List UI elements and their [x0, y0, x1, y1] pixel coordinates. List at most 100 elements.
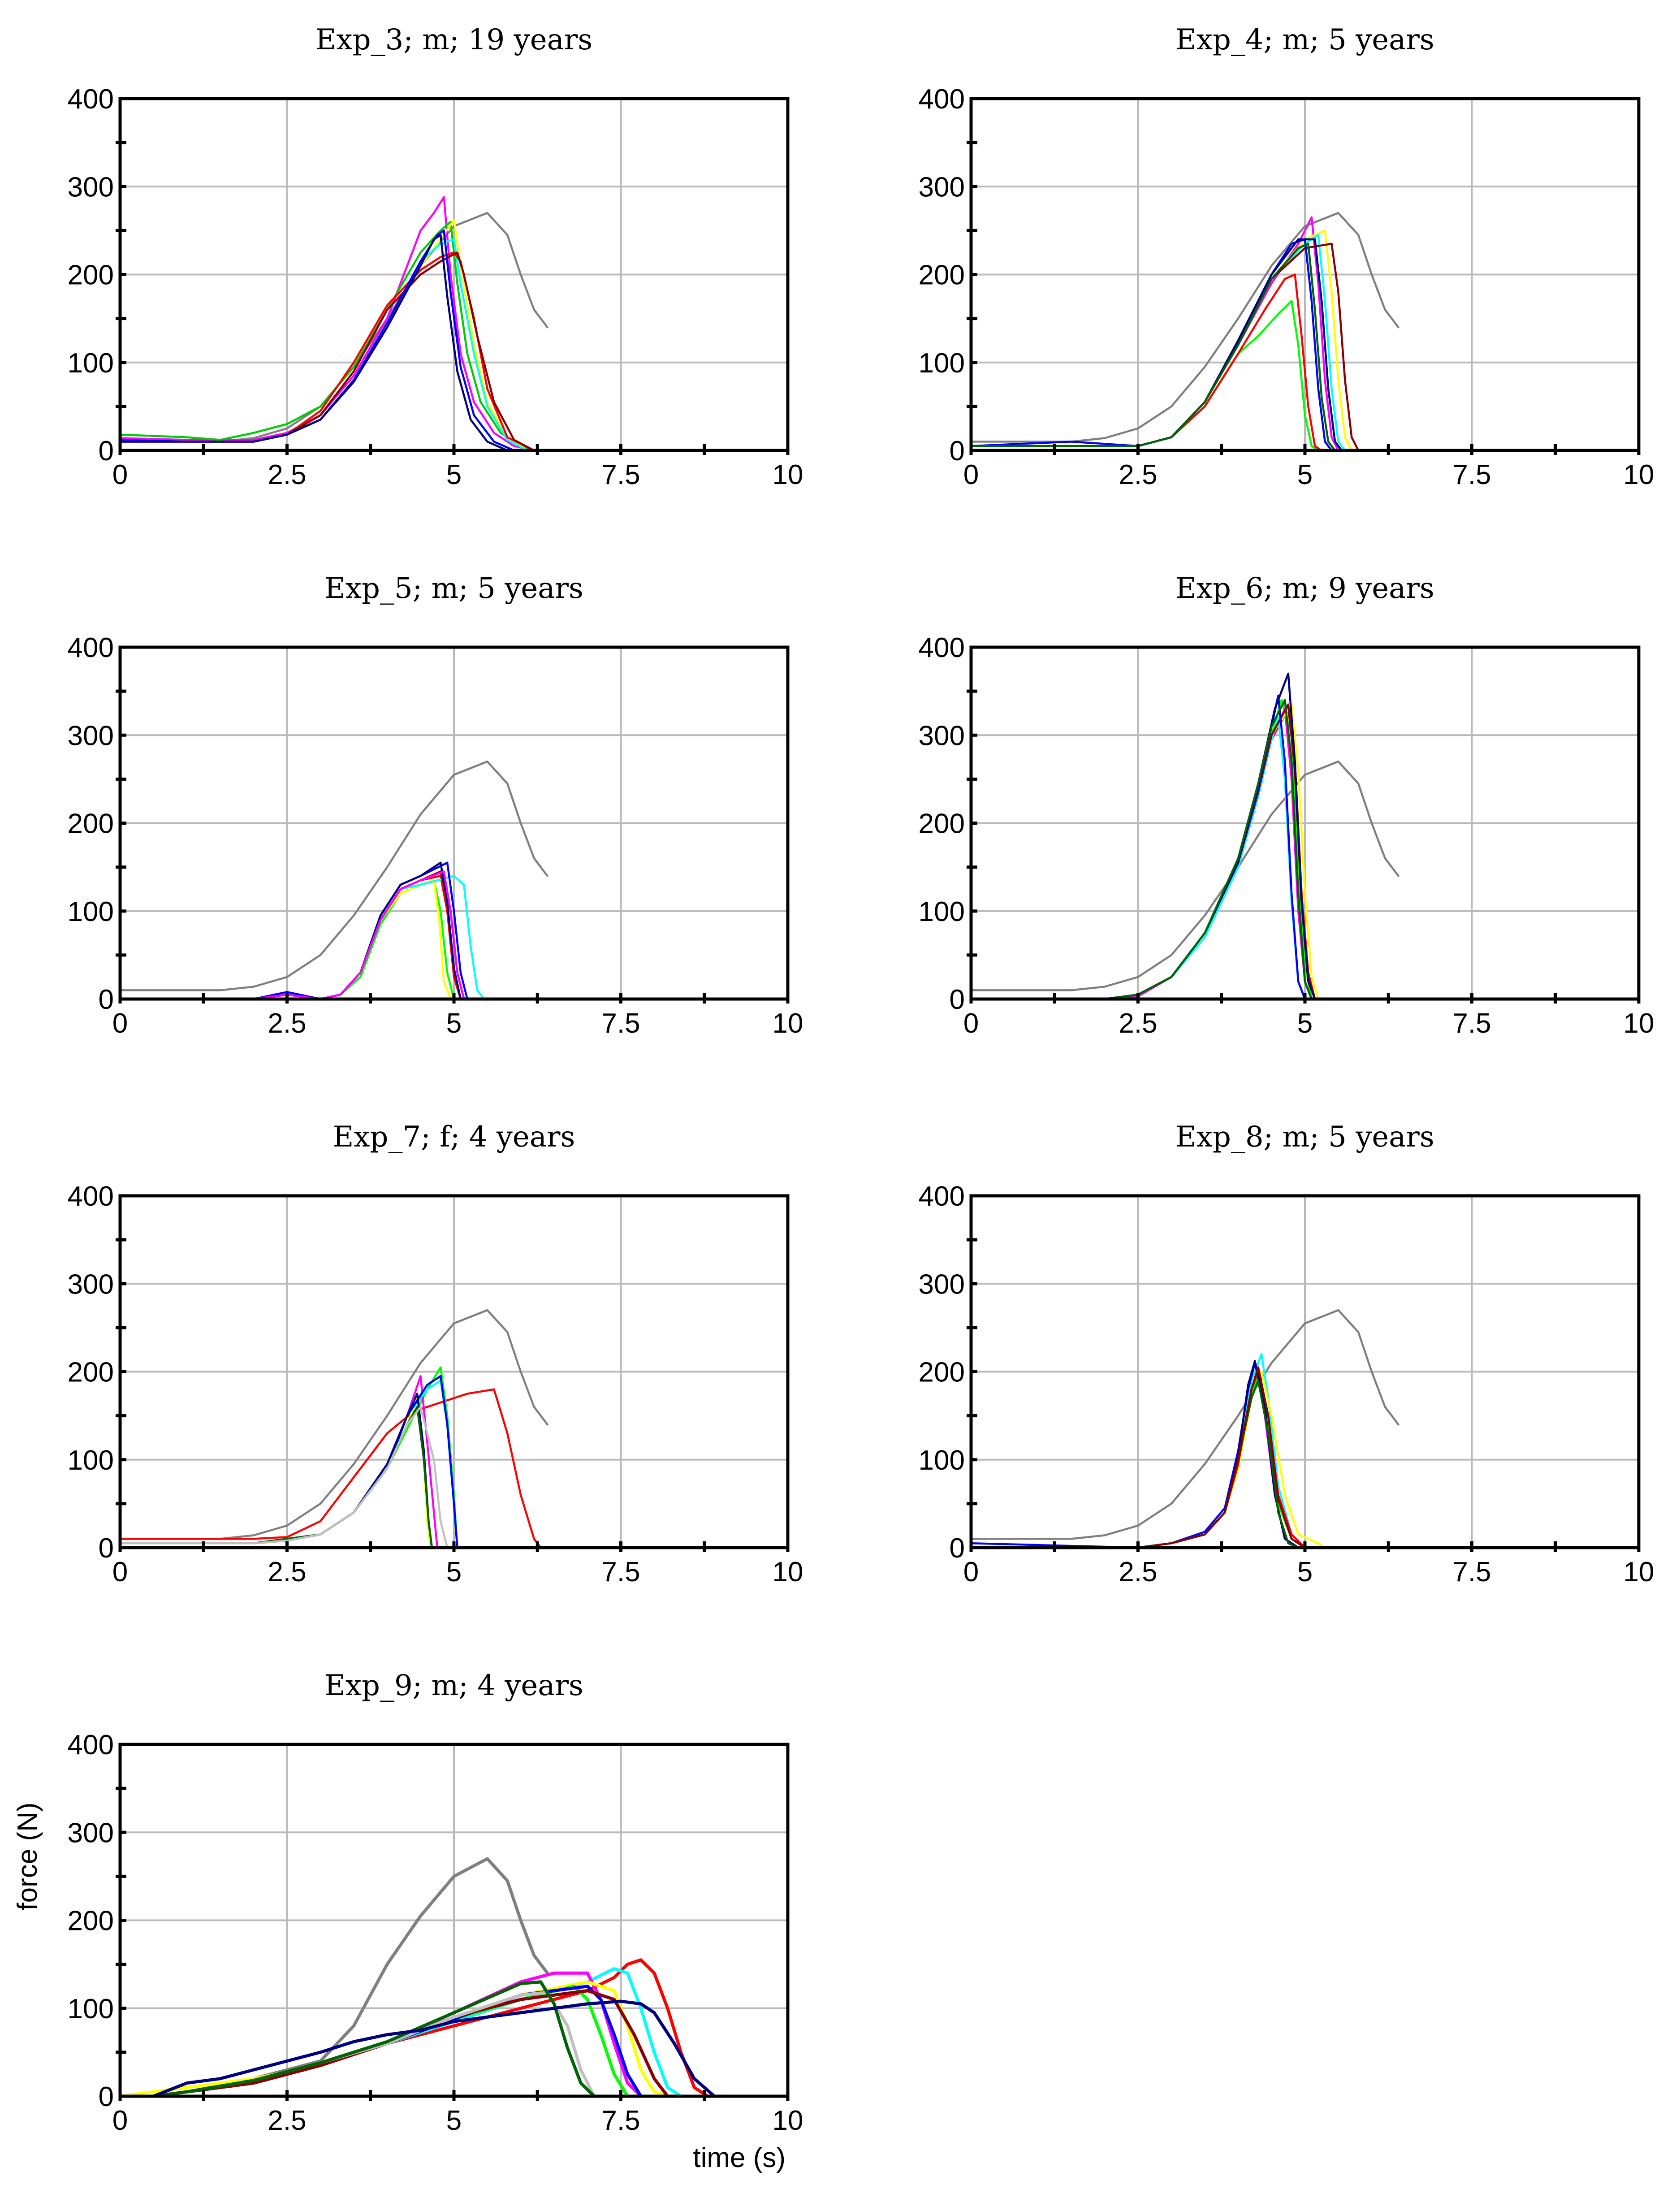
y-tick-label: 100	[68, 348, 114, 379]
series-group	[120, 1309, 548, 1548]
x-tick-label: 7.5	[601, 459, 640, 490]
y-tick-label: 100	[68, 896, 114, 927]
y-tick-label: 400	[68, 632, 114, 663]
x-tick-label: 2.5	[1119, 1557, 1157, 1588]
chart-panel: Exp_7; f; 4 years 0 100 200 300 400 0 2.5 5 7.5 10	[68, 1120, 803, 1588]
series-group	[971, 212, 1399, 450]
y-tick-label: 300	[68, 1817, 114, 1848]
x-tick-label: 2.5	[1119, 459, 1157, 490]
series-line-trial-5	[971, 234, 1346, 450]
y-tick-label: 100	[919, 896, 965, 927]
y-tick-label: 400	[68, 84, 114, 115]
series-group	[971, 672, 1399, 999]
x-tick-label: 5	[1297, 1008, 1313, 1039]
x-tick-label: 10	[1624, 1008, 1654, 1039]
panel-title: Exp_4; m; 5 years	[1175, 23, 1434, 56]
x-tick-label: 7.5	[601, 1557, 640, 1588]
x-tick-label: 5	[446, 459, 462, 490]
y-tick-label: 200	[919, 1357, 965, 1388]
y-tick-label: 100	[68, 1994, 114, 2025]
y-tick-label: 0	[950, 1533, 965, 1564]
x-tick-label: 5	[446, 1557, 462, 1588]
x-tick-label: 0	[963, 459, 979, 490]
x-tick-label: 0	[112, 2105, 128, 2136]
series-line-trial-5	[120, 1985, 629, 2096]
x-tick-label: 0	[112, 1557, 128, 1588]
x-tick-label: 7.5	[1452, 1008, 1491, 1039]
y-tick-label: 100	[919, 1445, 965, 1476]
x-tick-label: 2.5	[268, 1557, 306, 1588]
panel-title: Exp_8; m; 5 years	[1175, 1120, 1434, 1154]
series-line-trial-9	[120, 1406, 449, 1548]
y-tick-label: 300	[68, 1269, 114, 1300]
series-line-trial-8	[971, 238, 1343, 450]
x-tick-label: 0	[963, 1008, 979, 1039]
series-line-trial-9	[120, 1980, 596, 2096]
series-group	[120, 1857, 716, 2096]
x-tick-label: 5	[446, 1008, 462, 1039]
y-tick-label: 200	[919, 260, 965, 291]
y-tick-label: 0	[950, 436, 965, 467]
y-tick-label: 200	[68, 260, 114, 291]
y-tick-label: 200	[68, 1357, 114, 1388]
series-group	[120, 760, 548, 999]
x-tick-label: 5	[446, 2105, 462, 2136]
series-line-trial-2	[971, 708, 1316, 999]
y-tick-label: 0	[99, 984, 114, 1015]
x-tick-label: 7.5	[1452, 459, 1491, 490]
x-axis-label: time (s)	[693, 2142, 786, 2173]
x-tick-label: 0	[112, 459, 128, 490]
series-line-trial-8	[120, 234, 509, 450]
series-line-trial-6	[971, 703, 1316, 999]
series-line-trial-4	[971, 229, 1353, 450]
x-tick-label: 0	[963, 1557, 979, 1588]
y-tick-label: 300	[919, 720, 965, 751]
y-axis-label: force (N)	[12, 1802, 43, 1910]
series-line-trial-5	[120, 1379, 458, 1548]
y-tick-label: 300	[919, 1269, 965, 1300]
series-line-trial-6	[120, 1375, 458, 1548]
y-tick-label: 0	[99, 2081, 114, 2112]
series-group	[971, 1309, 1399, 1548]
series-line-trial-8	[120, 1406, 433, 1548]
series-line-trial-3	[971, 708, 1313, 999]
series-line-trial-9	[971, 699, 1313, 999]
y-tick-label: 400	[68, 1730, 114, 1761]
y-tick-label: 100	[68, 1445, 114, 1476]
chart-panel: Exp_3; m; 19 years 0 100 200 300 400 0 2.5 5 7.5 1…	[68, 23, 803, 490]
chart-panel: Exp_6; m; 9 years 0 100 200 300 400 0 2.5 5 7.5 10	[919, 572, 1654, 1039]
y-tick-label: 400	[68, 1181, 114, 1212]
y-tick-label: 400	[919, 1181, 965, 1212]
panel-title: Exp_9; m; 4 years	[324, 1669, 583, 1702]
series-group	[120, 196, 548, 450]
x-tick-label: 7.5	[1452, 1557, 1491, 1588]
x-tick-label: 5	[1297, 1557, 1313, 1588]
series-line-trial-8	[971, 672, 1316, 999]
series-line-reference	[971, 1309, 1399, 1540]
x-tick-label: 7.5	[601, 2105, 640, 2136]
panel-title: Exp_3; m; 19 years	[315, 23, 592, 56]
series-line-trial-2	[120, 1366, 458, 1548]
series-line-trial-1	[120, 1388, 542, 1548]
series-line-reference	[971, 212, 1399, 443]
chart-panel: Exp_4; m; 5 years 0 100 200 300 400 0 2.5 5 7.5 10	[919, 23, 1654, 490]
series-line-trial-2	[120, 875, 462, 999]
x-tick-label: 10	[773, 1008, 803, 1039]
x-tick-label: 10	[773, 459, 803, 490]
x-tick-label: 10	[773, 1557, 803, 1588]
panel-title: Exp_5; m; 5 years	[324, 572, 583, 605]
x-tick-label: 2.5	[1119, 1008, 1157, 1039]
y-tick-label: 300	[919, 172, 965, 203]
x-tick-label: 10	[1624, 459, 1654, 490]
series-line-trial-8	[120, 870, 465, 999]
y-tick-label: 0	[950, 984, 965, 1015]
series-line-trial-2	[120, 221, 536, 450]
series-line-trial-4	[120, 875, 485, 999]
x-tick-label: 10	[773, 2105, 803, 2136]
y-tick-label: 200	[68, 1906, 114, 1937]
y-tick-label: 300	[68, 172, 114, 203]
series-line-trial-5	[120, 870, 465, 999]
series-line-trial-9	[971, 1366, 1306, 1548]
series-line-reference	[120, 1309, 548, 1540]
